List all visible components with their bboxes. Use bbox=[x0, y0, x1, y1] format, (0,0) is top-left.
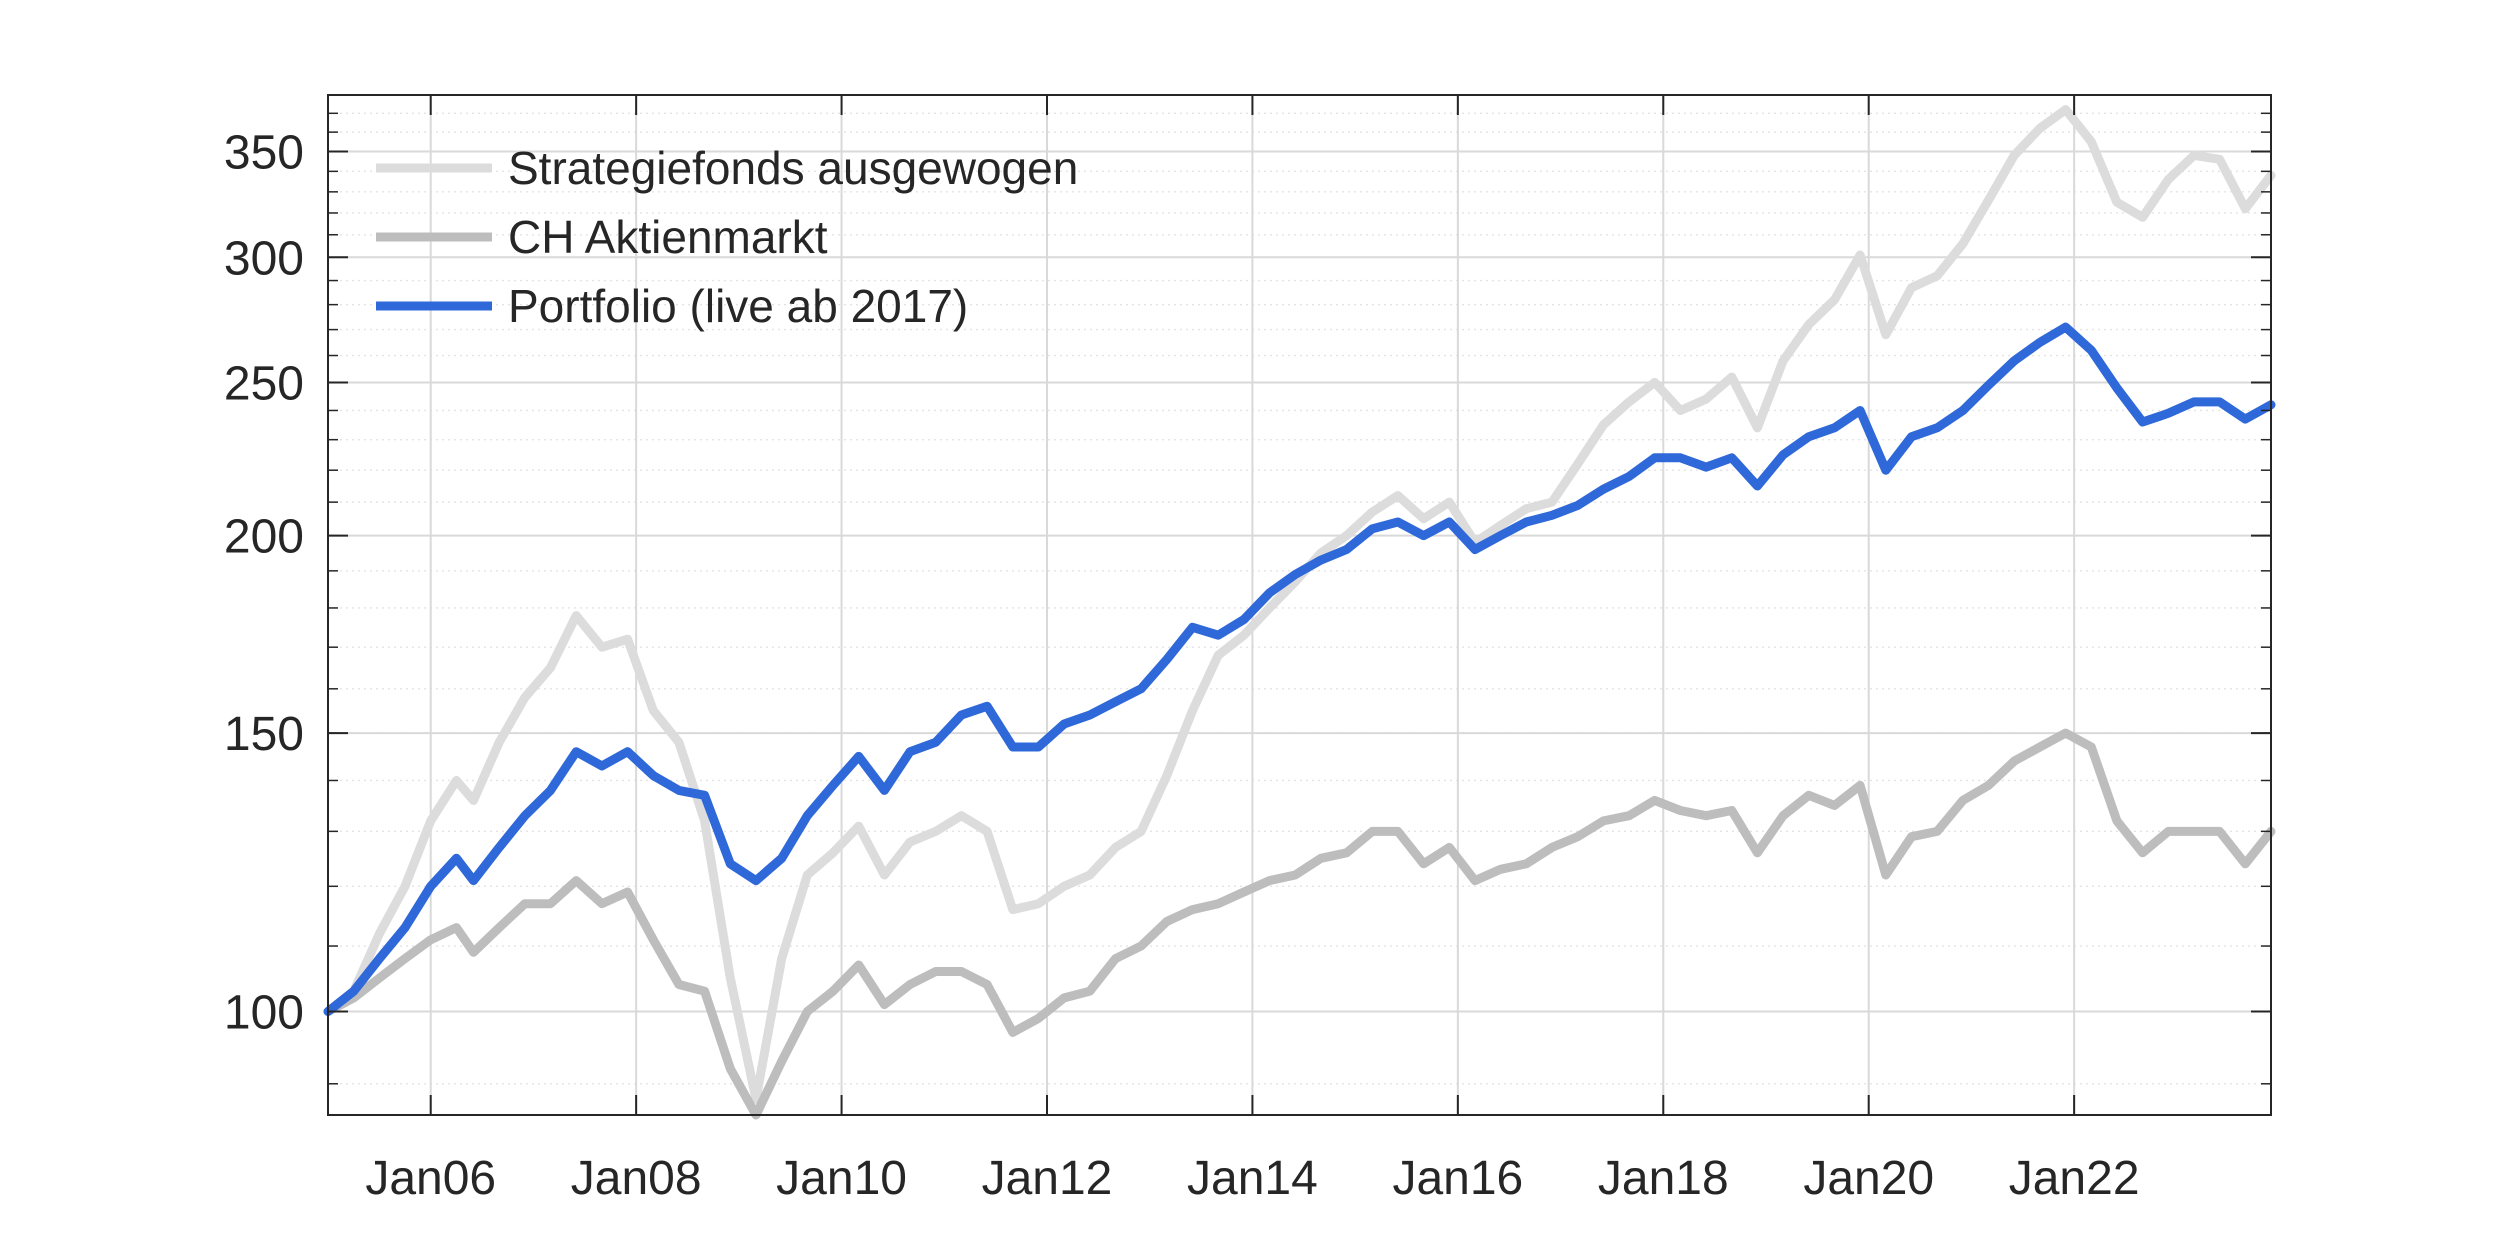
legend-label-3: Portfolio (live ab 2017) bbox=[508, 280, 968, 332]
plot-frame bbox=[327, 94, 2272, 1116]
x-tick-label: Jan10 bbox=[776, 1152, 907, 1205]
x-tick-label: Jan16 bbox=[1392, 1152, 1523, 1205]
axis-ticks bbox=[328, 94, 2271, 1115]
x-tick-label: Jan14 bbox=[1187, 1152, 1318, 1205]
x-tick-label: Jan22 bbox=[2009, 1152, 2140, 1205]
y-tick-label: 200 bbox=[224, 511, 304, 564]
y-tick-label: 300 bbox=[224, 232, 304, 285]
x-tick-label: Jan06 bbox=[365, 1152, 496, 1205]
tick-labels: 100 150 200 250 300 350 Jan06 Jan08 Jan10 Jan12 Ja… bbox=[224, 126, 2140, 1205]
y-tick-label: 150 bbox=[224, 708, 304, 761]
x-tick-label: Jan12 bbox=[982, 1152, 1113, 1205]
legend-label-1: Strategiefonds ausgewogen bbox=[508, 142, 1078, 194]
x-tick-label: Jan20 bbox=[1803, 1152, 1934, 1205]
series-line-1 bbox=[323, 105, 2276, 1104]
x-tick-label: Jan18 bbox=[1598, 1152, 1729, 1205]
y-tick-label: 350 bbox=[224, 126, 304, 179]
y-tick-label: 250 bbox=[224, 357, 304, 410]
series-line-3 bbox=[323, 322, 2276, 1016]
legend-label-2: CH Aktienmarkt bbox=[508, 211, 828, 263]
legend: Strategiefonds ausgewogen CH Aktienmarkt P… bbox=[376, 142, 1078, 332]
x-tick-label: Jan08 bbox=[571, 1152, 702, 1205]
series-line-2 bbox=[323, 728, 2276, 1120]
y-tick-label: 100 bbox=[224, 986, 304, 1039]
series-lines bbox=[323, 105, 2276, 1120]
